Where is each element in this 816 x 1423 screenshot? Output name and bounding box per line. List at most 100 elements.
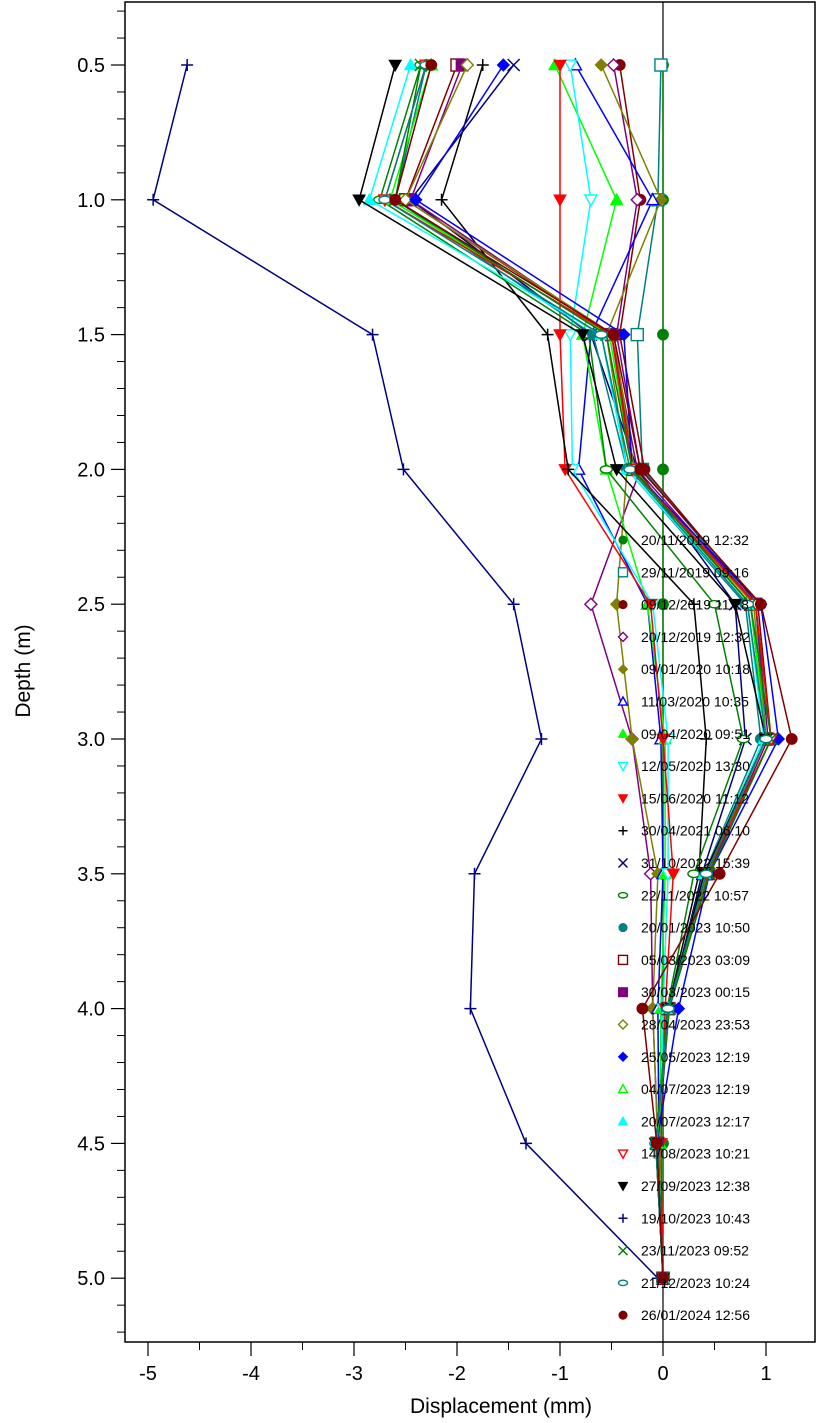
legend-marker (617, 567, 629, 578)
x-tick-label: -1 (551, 1363, 569, 1385)
legend-label: 05/03/2023 03:09 (641, 952, 750, 968)
data-point (759, 734, 773, 744)
legend-item: 09/01/2020 10:18 (617, 661, 750, 677)
data-point (575, 329, 590, 342)
data-point (713, 867, 726, 880)
legend-item: 04/07/2023 12:19 (617, 1081, 750, 1097)
legend-item: 15/06/2020 11:12 (617, 790, 749, 806)
data-point (541, 328, 554, 341)
data-point (425, 59, 438, 71)
legend-label: 30/03/2023 00:15 (641, 984, 750, 1000)
data-point (388, 59, 403, 73)
data-point (754, 598, 767, 611)
legend-label: 19/10/2023 10:43 (641, 1210, 750, 1226)
legend-item: 29/11/2019 09:16 (617, 564, 749, 580)
legend-marker (617, 1051, 629, 1063)
legend-item: 20/07/2023 12:17 (617, 1113, 750, 1129)
data-point (617, 327, 631, 342)
data-point (403, 57, 418, 71)
legend-marker (617, 631, 629, 643)
y-tick-label: 2.5 (77, 594, 105, 616)
legend-item: 30/03/2023 00:15 (618, 984, 750, 1000)
data-point (657, 463, 669, 476)
data-point (785, 733, 798, 745)
y-tick-label: 4.0 (77, 999, 105, 1021)
data-point (553, 329, 567, 342)
legend-marker (617, 1181, 629, 1192)
data-point (700, 733, 713, 745)
y-tick-label: 3.0 (77, 729, 105, 751)
legend-item: 09/04/2020 09:51 (617, 726, 750, 742)
legend-marker (617, 761, 629, 773)
data-point (583, 597, 598, 612)
legend-item: 11/03/2020 10:35 (617, 694, 749, 710)
legend-marker (618, 923, 628, 933)
data-point (657, 598, 669, 611)
legend-item: 28/04/2023 23:53 (617, 1017, 750, 1033)
data-point (636, 1002, 649, 1015)
y-tick-label: 3.5 (77, 864, 105, 886)
legend-label: 25/05/2023 12:19 (641, 1049, 750, 1065)
legend-item: 20/12/2019 12:32 (617, 629, 750, 645)
data-point (630, 327, 644, 342)
data-point (609, 192, 624, 206)
x-tick-label: -3 (345, 1363, 363, 1385)
data-point (609, 464, 624, 477)
data-point (352, 194, 366, 207)
legend-marker (617, 954, 629, 966)
legend-label: 28/04/2023 23:53 (641, 1017, 750, 1033)
data-point (656, 733, 670, 747)
data-point (630, 192, 645, 207)
legend-label: 09/04/2020 09:51 (641, 726, 750, 742)
legend-item: 20/01/2023 10:50 (618, 920, 750, 936)
y-tick-label: 1.5 (77, 325, 105, 347)
data-point (707, 599, 722, 609)
legend-marker (617, 891, 629, 899)
series-line (414, 64, 780, 1279)
data-point (378, 195, 392, 205)
data-point (599, 465, 614, 474)
data-point (728, 598, 742, 612)
legend-marker (617, 1279, 629, 1287)
legend-marker (618, 535, 628, 545)
x-tick-label: -5 (139, 1363, 157, 1385)
legend-label: 26/01/2024 12:56 (641, 1307, 750, 1323)
x-tick-label: -4 (242, 1363, 260, 1385)
legend-item: 05/03/2023 03:09 (617, 952, 750, 968)
legend-marker (617, 1245, 629, 1256)
legend-label: 20/12/2019 12:32 (641, 629, 750, 645)
data-point (181, 59, 194, 71)
plot-series (147, 57, 798, 1286)
legend-marker (617, 1019, 629, 1030)
data-point (666, 868, 681, 881)
data-point (147, 193, 160, 206)
data-point (397, 463, 410, 476)
legend-item: 30/04/2021 06:10 (618, 823, 750, 839)
data-point (468, 867, 481, 880)
legend-label: 20/01/2023 10:50 (641, 920, 750, 936)
data-point (464, 1002, 477, 1015)
legend-item: 26/01/2024 12:56 (618, 1307, 750, 1323)
data-point (623, 465, 637, 474)
legend-label: 21/12/2023 10:24 (641, 1275, 750, 1291)
series-line (152, 64, 659, 1279)
data-point (563, 329, 578, 343)
legend-label: 11/03/2020 10:35 (641, 694, 749, 710)
data-point (634, 463, 647, 476)
series-line (394, 64, 793, 1279)
data-point (671, 1001, 686, 1016)
data-point (736, 734, 751, 744)
data-point (366, 328, 379, 341)
data-point (654, 58, 668, 72)
data-point (409, 193, 423, 207)
legend-marker (617, 1115, 629, 1126)
x-axis-title: Displacement (mm) (410, 1395, 592, 1418)
data-point (507, 598, 520, 611)
data-point (435, 193, 448, 206)
data-point (657, 1272, 669, 1285)
legend-label: 20/11/2019 12:32 (641, 532, 749, 548)
data-point (563, 59, 578, 73)
series-line (574, 64, 664, 1279)
plot-frame (124, 1, 816, 1343)
data-point (553, 194, 567, 207)
